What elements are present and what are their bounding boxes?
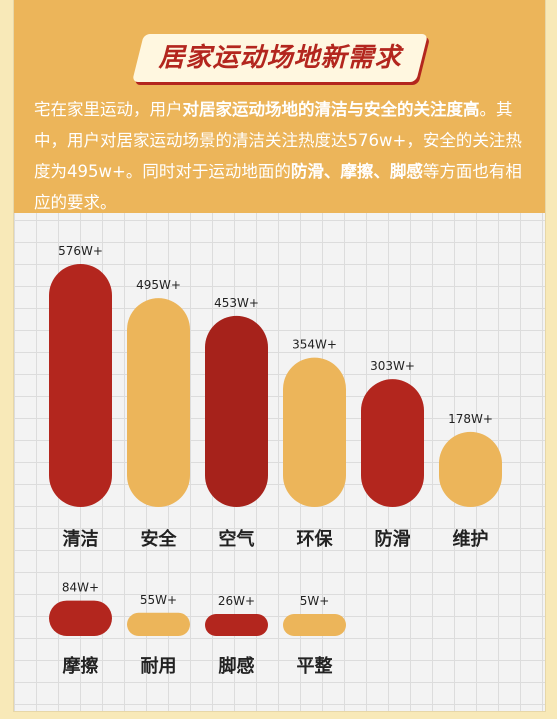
category-label: 平整 [297,655,333,677]
category-label: 耐用 [141,655,177,677]
value-label: 453W+ [214,296,259,310]
value-label: 5W+ [300,594,330,608]
bar-清洁 [49,264,112,507]
value-label: 178W+ [448,412,493,426]
paragraph-highlight: 防滑、摩擦、脚感 [290,162,423,181]
category-label: 清洁 [63,528,99,550]
paragraph-highlight: 对居家运动场地的清洁与安全的关注度高 [182,100,480,119]
value-label: 576W+ [58,244,103,258]
paragraph-text: 。其中，用户对居家运动场景的清洁关注热度达576w+，安全的关注热度为495w+… [34,100,522,181]
category-label: 空气 [219,528,255,550]
bar-摩擦 [49,600,112,636]
category-label: 防滑 [375,528,411,550]
bar-平整 [283,614,346,636]
paragraph-text: 宅在家里运动，用户 [34,100,183,119]
category-label: 安全 [141,528,178,550]
value-label: 26W+ [218,594,255,608]
intro-paragraph: 宅在家里运动，用户对居家运动场地的清洁与安全的关注度高。其中，用户对居家运动场景… [34,94,529,218]
page-title: 居家运动场地新需求 [158,43,402,73]
bar-安全 [127,298,190,507]
bar-维护 [439,431,502,507]
value-label: 84W+ [62,581,99,595]
value-label: 303W+ [370,359,415,373]
bar-脚感 [205,614,268,636]
category-label: 脚感 [219,655,255,677]
category-label: 环保 [297,528,334,550]
value-label: 495W+ [136,278,181,292]
bar-空气 [205,315,268,507]
category-label: 维护 [453,528,489,550]
value-label: 55W+ [140,593,177,607]
bar-耐用 [127,612,190,636]
bar-环保 [283,357,346,507]
category-label: 摩擦 [63,655,99,677]
bar-防滑 [361,379,424,507]
value-label: 354W+ [292,338,337,352]
paragraph-text: 等方面也有相应的要求。 [34,162,522,212]
